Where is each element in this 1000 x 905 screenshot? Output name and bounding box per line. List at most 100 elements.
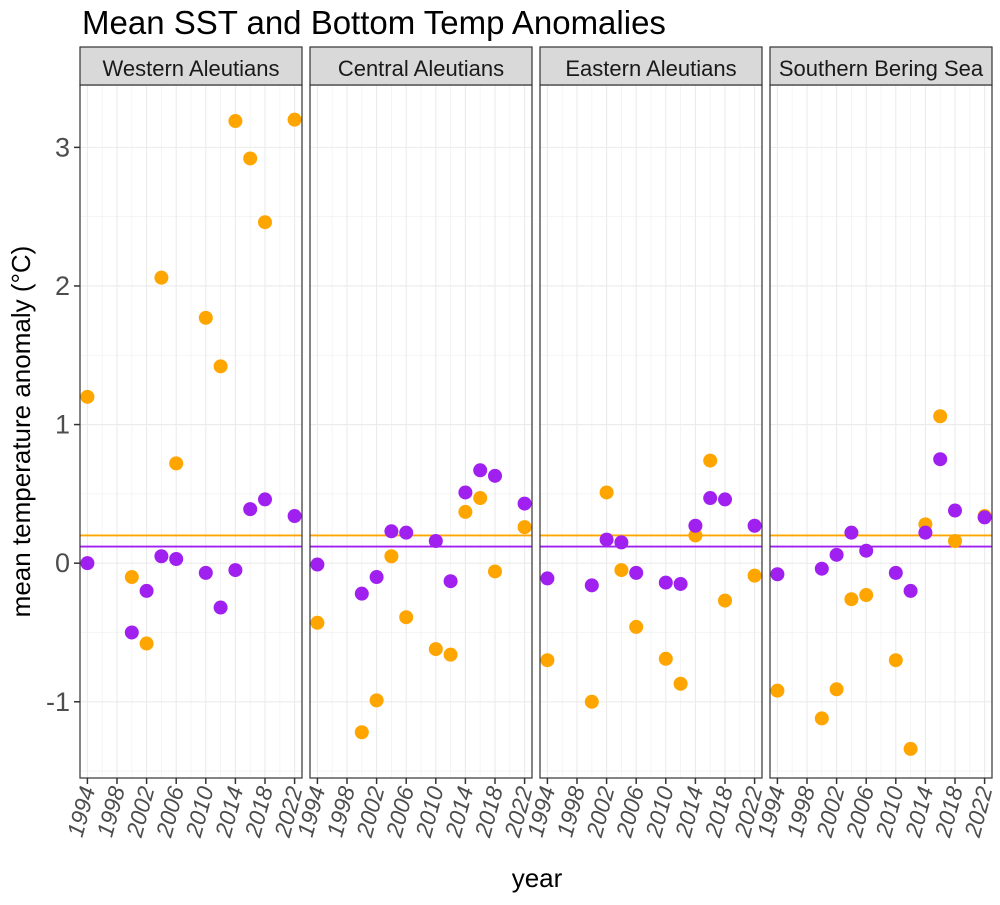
data-point-sst [658, 651, 673, 666]
y-tick-label: 2 [55, 271, 70, 301]
data-point-bottom [124, 625, 139, 640]
data-point-sst [903, 741, 918, 756]
data-point-bottom [673, 576, 688, 591]
data-point-sst [814, 711, 829, 726]
data-point-bottom [770, 567, 785, 582]
data-point-sst [829, 682, 844, 697]
data-point-bottom [213, 600, 228, 615]
data-point-sst [888, 653, 903, 668]
data-point-bottom [814, 561, 829, 576]
y-axis: -1 0 1 2 3 [46, 132, 80, 717]
x-axis-title: year [512, 863, 563, 893]
data-point-bottom [198, 565, 213, 580]
data-point-bottom [139, 583, 154, 598]
data-point-bottom [540, 571, 555, 586]
points [310, 463, 532, 740]
data-point-sst [213, 359, 228, 374]
data-point-sst [488, 564, 502, 579]
data-point-bottom [629, 565, 644, 580]
y-tick-label: 0 [55, 548, 70, 578]
data-point-sst [354, 725, 369, 740]
data-point-sst [473, 491, 488, 506]
data-point-bottom [658, 575, 673, 590]
data-point-sst [428, 642, 443, 657]
y-tick-label: 1 [55, 410, 70, 440]
data-point-bottom [614, 535, 629, 550]
points [540, 453, 762, 709]
strip-label: Central Aleutians [338, 56, 504, 81]
data-point-sst [718, 593, 732, 608]
data-point-bottom [747, 518, 762, 533]
chart-title: Mean SST and Bottom Temp Anomalies [82, 4, 666, 41]
data-point-sst [948, 533, 962, 548]
data-point-sst [154, 270, 169, 285]
data-point-bottom [169, 552, 184, 567]
strip-label: Eastern Aleutians [565, 56, 736, 81]
data-point-sst [747, 568, 762, 583]
data-point-sst [629, 619, 644, 634]
data-point-bottom [258, 492, 272, 507]
data-point-sst [933, 409, 948, 424]
data-point-bottom [903, 583, 918, 598]
data-point-bottom [888, 565, 903, 580]
data-point-bottom [703, 491, 718, 506]
data-point-sst [228, 114, 243, 129]
strip-background [309, 46, 533, 86]
data-point-bottom [948, 503, 962, 518]
data-point-bottom [384, 524, 399, 539]
data-point-sst [844, 592, 859, 607]
data-point-sst [80, 389, 95, 404]
data-point-bottom [977, 510, 992, 525]
data-point-bottom [369, 570, 384, 585]
data-point-sst [458, 504, 473, 519]
data-point-bottom [718, 492, 732, 507]
data-point-bottom [599, 532, 614, 547]
data-point-sst [139, 636, 154, 651]
data-point-bottom [688, 518, 703, 533]
data-point-bottom [228, 563, 243, 578]
y-tick-label: 3 [55, 132, 70, 162]
points [80, 112, 302, 651]
y-tick-label: -1 [46, 687, 70, 717]
strip-background [769, 46, 993, 86]
data-point-bottom [458, 485, 473, 500]
data-point-sst [384, 549, 399, 564]
data-point-sst [258, 215, 272, 230]
data-point-sst [124, 570, 139, 585]
strip-label: Western Aleutians [103, 56, 280, 81]
facet-panel: Central Aleutians19941998200220062010201… [292, 46, 537, 841]
strip-background [539, 46, 763, 86]
data-point-sst [540, 653, 555, 668]
facet-panel: Western Aleutians19941998200220062010201… [62, 46, 307, 841]
data-point-bottom [933, 452, 948, 467]
data-point-bottom [428, 533, 443, 548]
data-point-sst [399, 610, 414, 625]
data-point-sst [673, 676, 688, 691]
data-point-bottom [154, 549, 169, 564]
data-point-bottom [844, 525, 859, 540]
data-point-sst [169, 456, 184, 471]
data-point-sst [310, 615, 325, 630]
data-point-sst [688, 528, 703, 543]
points [770, 409, 992, 756]
data-point-sst [599, 485, 614, 500]
data-point-sst [703, 453, 718, 468]
data-point-bottom [473, 463, 488, 478]
data-point-bottom [80, 556, 95, 571]
facet-panel: Southern Bering Sea199419982002200620102… [752, 46, 997, 841]
facet-panels: Western Aleutians19941998200220062010201… [62, 46, 997, 841]
data-point-bottom [243, 502, 258, 517]
data-point-sst [198, 310, 213, 325]
data-point-sst [584, 694, 599, 709]
data-point-sst [614, 563, 629, 578]
data-point-bottom [918, 525, 933, 540]
data-point-sst [287, 112, 302, 127]
y-axis-title: mean temperature anomaly (°C) [6, 246, 36, 618]
data-point-sst [369, 693, 384, 708]
data-point-bottom [399, 525, 414, 540]
facet-panel: Eastern Aleutians19941998200220062010201… [522, 46, 767, 841]
data-point-bottom [584, 578, 599, 593]
data-point-sst [243, 151, 258, 166]
data-point-bottom [859, 543, 874, 558]
